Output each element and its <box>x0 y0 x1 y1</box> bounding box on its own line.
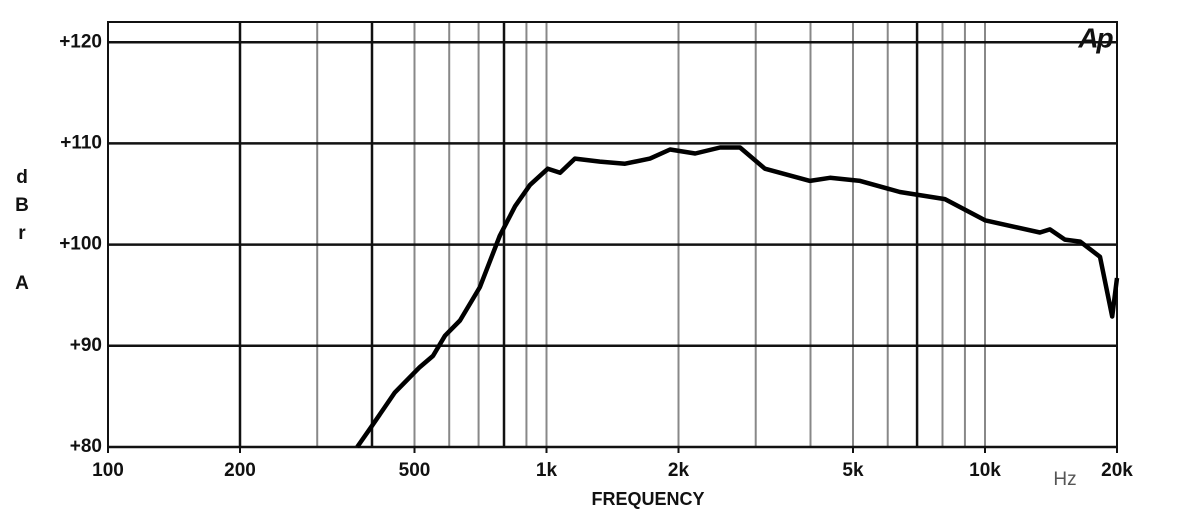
y-axis-title: B <box>15 195 29 216</box>
logo: Ap <box>1077 22 1113 53</box>
response-curve <box>355 145 1120 449</box>
y-tick-label: +120 <box>59 31 102 52</box>
plot-frame <box>107 21 1118 448</box>
x-unit: Hz <box>1053 469 1076 490</box>
y-tick-label: +80 <box>70 436 102 457</box>
x-tick-label: 100 <box>92 460 124 481</box>
x-tick-label: 1k <box>536 460 558 481</box>
x-tick-label: 20k <box>1101 460 1133 481</box>
x-tick-label: 5k <box>842 460 864 481</box>
x-axis-title: FREQUENCY <box>591 489 704 509</box>
x-tick-label: 2k <box>668 460 690 481</box>
y-axis-title: r <box>18 223 26 244</box>
x-tick-label: 200 <box>224 460 256 481</box>
y-tick-label: +90 <box>70 335 102 356</box>
x-tick-label: 500 <box>399 460 431 481</box>
y-tick-label: +100 <box>59 234 102 255</box>
y-tick-label: +110 <box>60 132 102 153</box>
x-tick-label: 10k <box>969 460 1001 481</box>
y-axis-title: A <box>15 273 29 294</box>
y-axis-title: d <box>16 167 28 188</box>
